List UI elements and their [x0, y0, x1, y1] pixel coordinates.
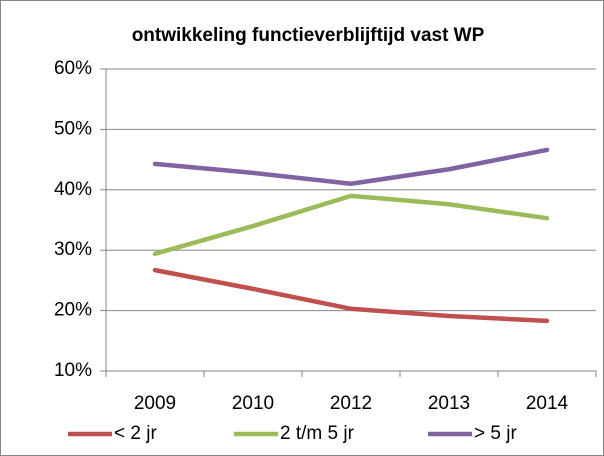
legend-label: < 2 jr — [114, 423, 157, 444]
legend-label: > 5 jr — [474, 423, 517, 444]
x-tick-label: 2012 — [330, 393, 372, 414]
x-tick-label: 2013 — [428, 393, 470, 414]
x-tick-label: 2009 — [134, 393, 176, 414]
y-tick-label: 60% — [54, 58, 92, 79]
y-tick-label: 20% — [54, 300, 92, 321]
x-tick-label: 2014 — [526, 393, 569, 414]
y-tick-label: 30% — [54, 239, 92, 260]
legend-label: 2 t/m 5 jr — [280, 423, 355, 444]
y-tick-label: 40% — [54, 179, 92, 200]
y-tick-label: 10% — [54, 360, 92, 381]
series-line — [152, 193, 550, 257]
series-line — [152, 147, 550, 187]
series-line — [152, 267, 550, 324]
y-tick-label: 50% — [54, 118, 92, 139]
chart-title: ontwikkeling functieverblijftijd vast WP — [132, 25, 485, 46]
x-tick-label: 2010 — [232, 393, 274, 414]
